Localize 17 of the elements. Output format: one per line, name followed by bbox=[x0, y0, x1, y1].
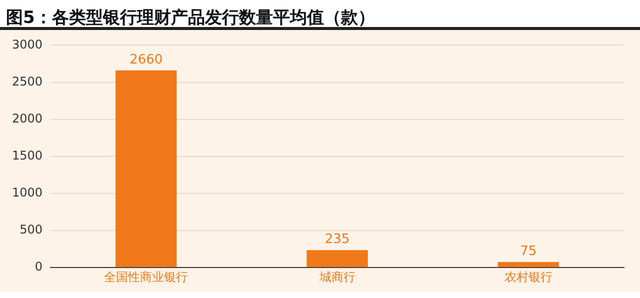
x-tick-label: 城商行 bbox=[318, 270, 356, 284]
bar bbox=[498, 262, 560, 268]
data-label: 2660 bbox=[130, 52, 163, 68]
y-tick-label: 2500 bbox=[12, 74, 43, 88]
y-tick-label: 1000 bbox=[12, 186, 43, 200]
data-label: 235 bbox=[324, 232, 350, 248]
y-tick-label: 0 bbox=[34, 260, 43, 274]
y-tick-label: 500 bbox=[20, 222, 43, 237]
x-tick-label: 农村银行 bbox=[504, 270, 552, 284]
y-tick-label: 1500 bbox=[12, 148, 43, 163]
bar bbox=[306, 250, 368, 268]
chart-title: 图5：各类型银行理财产品发行数量平均值（款） bbox=[0, 0, 640, 30]
y-tick-label: 3000 bbox=[12, 37, 43, 52]
y-tick-label: 2000 bbox=[12, 111, 43, 126]
x-tick-label: 全国性商业银行 bbox=[104, 270, 188, 284]
data-label: 75 bbox=[520, 244, 537, 259]
bar bbox=[116, 70, 177, 268]
